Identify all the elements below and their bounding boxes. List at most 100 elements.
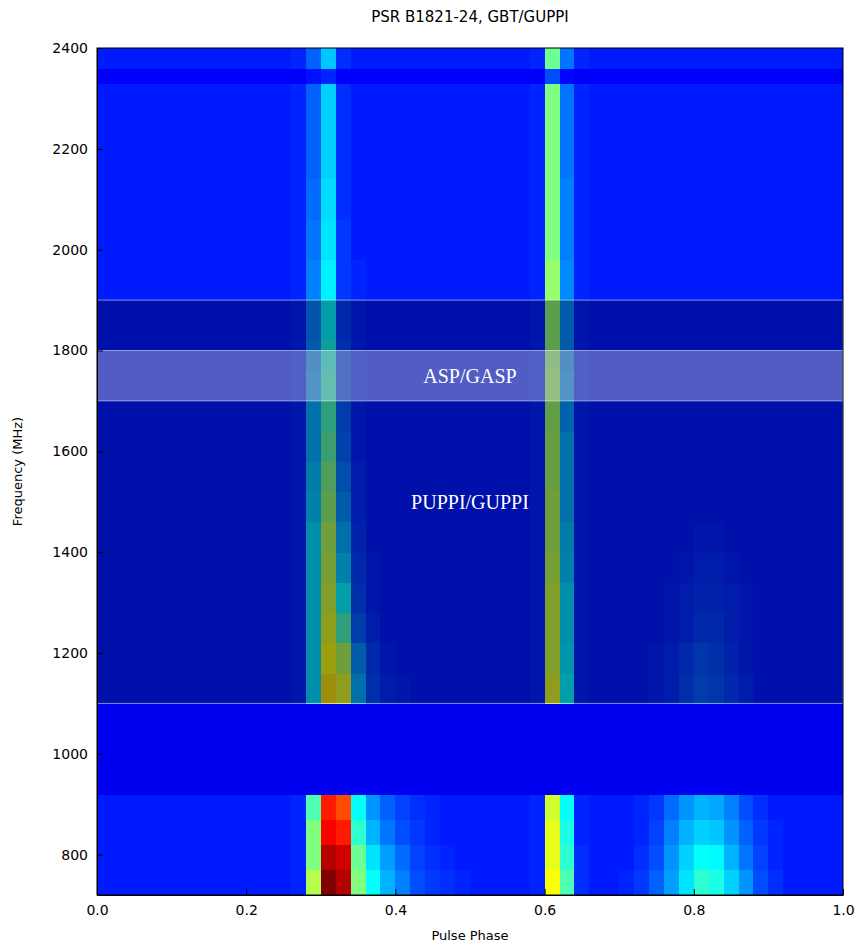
- heatmap-cell: [321, 794, 336, 820]
- heatmap-cell: [306, 149, 321, 180]
- heatmap-cell: [172, 68, 187, 84]
- heatmap-cell: [440, 149, 455, 180]
- heatmap-cell: [753, 219, 768, 260]
- heatmap-cell: [127, 149, 142, 180]
- y-tick: 2000: [52, 242, 103, 258]
- heatmap-cell: [664, 870, 679, 895]
- heatmap-cell: [261, 68, 276, 84]
- heatmap-cell: [694, 794, 709, 820]
- heatmap-cell: [261, 179, 276, 220]
- heatmap-cell: [679, 68, 694, 84]
- heatmap-cell: [395, 794, 410, 820]
- heatmap-cell: [425, 48, 440, 69]
- heatmap-cell: [634, 870, 649, 895]
- heatmap-cell: [798, 83, 813, 149]
- heatmap-cell: [724, 845, 739, 871]
- heatmap-cell: [545, 819, 560, 845]
- heatmap-cell: [336, 703, 351, 794]
- heatmap-cell: [351, 819, 366, 845]
- heatmap-cell: [440, 870, 455, 895]
- heatmap-cell: [649, 870, 664, 895]
- heatmap-cell: [828, 149, 843, 180]
- heatmap-cell: [664, 48, 679, 69]
- heatmap-cell: [560, 819, 575, 845]
- heatmap-cell: [828, 794, 843, 820]
- heatmap-cell: [634, 48, 649, 69]
- heatmap-cell: [276, 819, 291, 845]
- heatmap-cell: [485, 794, 500, 820]
- heatmap-cell: [425, 870, 440, 895]
- heatmap-cell: [321, 870, 336, 895]
- heatmap-cell: [530, 68, 545, 84]
- heatmap-cell: [201, 68, 216, 84]
- heatmap-cell: [604, 260, 619, 301]
- heatmap-cell: [231, 179, 246, 220]
- heatmap-cell: [172, 845, 187, 871]
- heatmap-cell: [216, 48, 231, 69]
- heatmap-cell: [455, 260, 470, 301]
- heatmap-cell: [649, 819, 664, 845]
- heatmap-cell: [589, 870, 604, 895]
- heatmap-cell: [768, 260, 783, 301]
- heatmap-cell: [619, 819, 634, 845]
- heatmap-cell: [351, 845, 366, 871]
- heatmap-cell: [216, 149, 231, 180]
- heatmap-cell: [545, 68, 560, 84]
- heatmap-cell: [142, 83, 157, 149]
- heatmap-cell: [589, 68, 604, 84]
- heatmap-cell: [798, 870, 813, 895]
- heatmap-cell: [410, 149, 425, 180]
- instrument-band: [97, 300, 843, 703]
- heatmap-cell: [828, 703, 843, 794]
- heatmap-cell: [336, 219, 351, 260]
- heatmap-cell: [395, 819, 410, 845]
- heatmap-cell: [351, 83, 366, 149]
- heatmap-cell: [366, 870, 381, 895]
- heatmap-cell: [500, 68, 515, 84]
- heatmap-cell: [366, 219, 381, 260]
- heatmap-cell: [172, 819, 187, 845]
- x-tick-label: 0.8: [683, 902, 705, 918]
- heatmap-cell: [530, 48, 545, 69]
- heatmap-cell: [739, 179, 754, 220]
- heatmap-cell: [321, 219, 336, 260]
- heatmap-cell: [679, 870, 694, 895]
- heatmap-cell: [679, 219, 694, 260]
- heatmap-cell: [336, 794, 351, 820]
- heatmap-cell: [634, 68, 649, 84]
- heatmap-cell: [306, 68, 321, 84]
- heatmap: [97, 48, 843, 895]
- x-tick: 0.6: [534, 889, 556, 918]
- heatmap-cell: [380, 794, 395, 820]
- heatmap-cell: [276, 48, 291, 69]
- heatmap-cell: [276, 870, 291, 895]
- heatmap-cell: [127, 48, 142, 69]
- band-label: PUPPI/GUPPI: [411, 491, 529, 513]
- heatmap-cell: [172, 794, 187, 820]
- heatmap-cell: [515, 149, 530, 180]
- heatmap-cell: [813, 68, 828, 84]
- y-tick-mark: [97, 653, 103, 654]
- x-tick-label: 0.0: [86, 902, 108, 918]
- heatmap-cell: [455, 845, 470, 871]
- heatmap-cell: [724, 703, 739, 794]
- heatmap-cell: [664, 83, 679, 149]
- heatmap-cell: [694, 819, 709, 845]
- heatmap-cell: [246, 845, 261, 871]
- heatmap-cell: [97, 219, 112, 260]
- heatmap-cell: [351, 219, 366, 260]
- heatmap-cell: [515, 703, 530, 794]
- x-axis: 0.00.20.40.60.81.0: [86, 889, 854, 918]
- y-tick-label: 1200: [52, 645, 88, 661]
- heatmap-cell: [753, 703, 768, 794]
- heatmap-cell: [619, 48, 634, 69]
- heatmap-cell: [560, 219, 575, 260]
- heatmap-cell: [753, 48, 768, 69]
- heatmap-cell: [321, 703, 336, 794]
- heatmap-cell: [545, 83, 560, 149]
- heatmap-cell: [530, 219, 545, 260]
- heatmap-cell: [142, 870, 157, 895]
- heatmap-cell: [709, 83, 724, 149]
- heatmap-cell: [500, 870, 515, 895]
- heatmap-cell: [455, 83, 470, 149]
